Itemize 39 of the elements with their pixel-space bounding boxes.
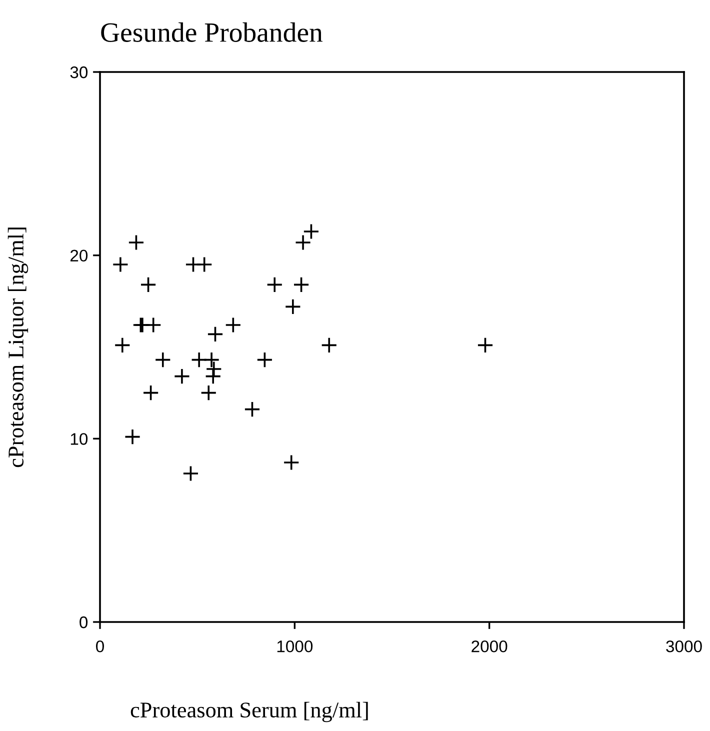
point	[303, 223, 320, 240]
point	[204, 368, 222, 385]
chart-title: Gesunde Probanden	[101, 22, 323, 42]
x-tick-label: 0	[96, 640, 104, 652]
y-tick-label: 10	[70, 433, 88, 445]
point	[154, 352, 172, 368]
point	[244, 401, 260, 418]
point	[112, 256, 129, 273]
point	[284, 298, 302, 315]
x-tick-label: 2000	[472, 640, 508, 652]
x-tick-label: 1000	[277, 640, 313, 652]
point	[283, 454, 300, 471]
point	[266, 276, 283, 293]
point	[207, 326, 224, 342]
point	[190, 352, 208, 368]
point	[128, 234, 144, 251]
point	[140, 276, 156, 293]
point	[206, 360, 222, 378]
point	[224, 316, 242, 334]
point	[256, 352, 273, 368]
point	[320, 336, 338, 354]
point	[477, 336, 494, 354]
point	[142, 384, 159, 402]
point	[124, 428, 141, 446]
x-axis-title: cProteasom Serum [ng/ml]	[130, 702, 368, 722]
point	[114, 336, 131, 354]
point	[182, 465, 199, 482]
point	[293, 276, 310, 293]
x-tick-label: 3000	[666, 640, 702, 652]
point	[203, 352, 220, 368]
y-axis-title: cProteasom Liquor [ng/ml]	[8, 228, 28, 468]
point	[174, 368, 190, 385]
y-tick-label: 0	[80, 616, 88, 628]
point	[294, 234, 312, 251]
point	[196, 256, 213, 273]
point	[145, 316, 162, 334]
y-tick-label: 20	[70, 250, 88, 262]
point	[200, 384, 217, 402]
y-tick-label: 30	[70, 66, 88, 78]
